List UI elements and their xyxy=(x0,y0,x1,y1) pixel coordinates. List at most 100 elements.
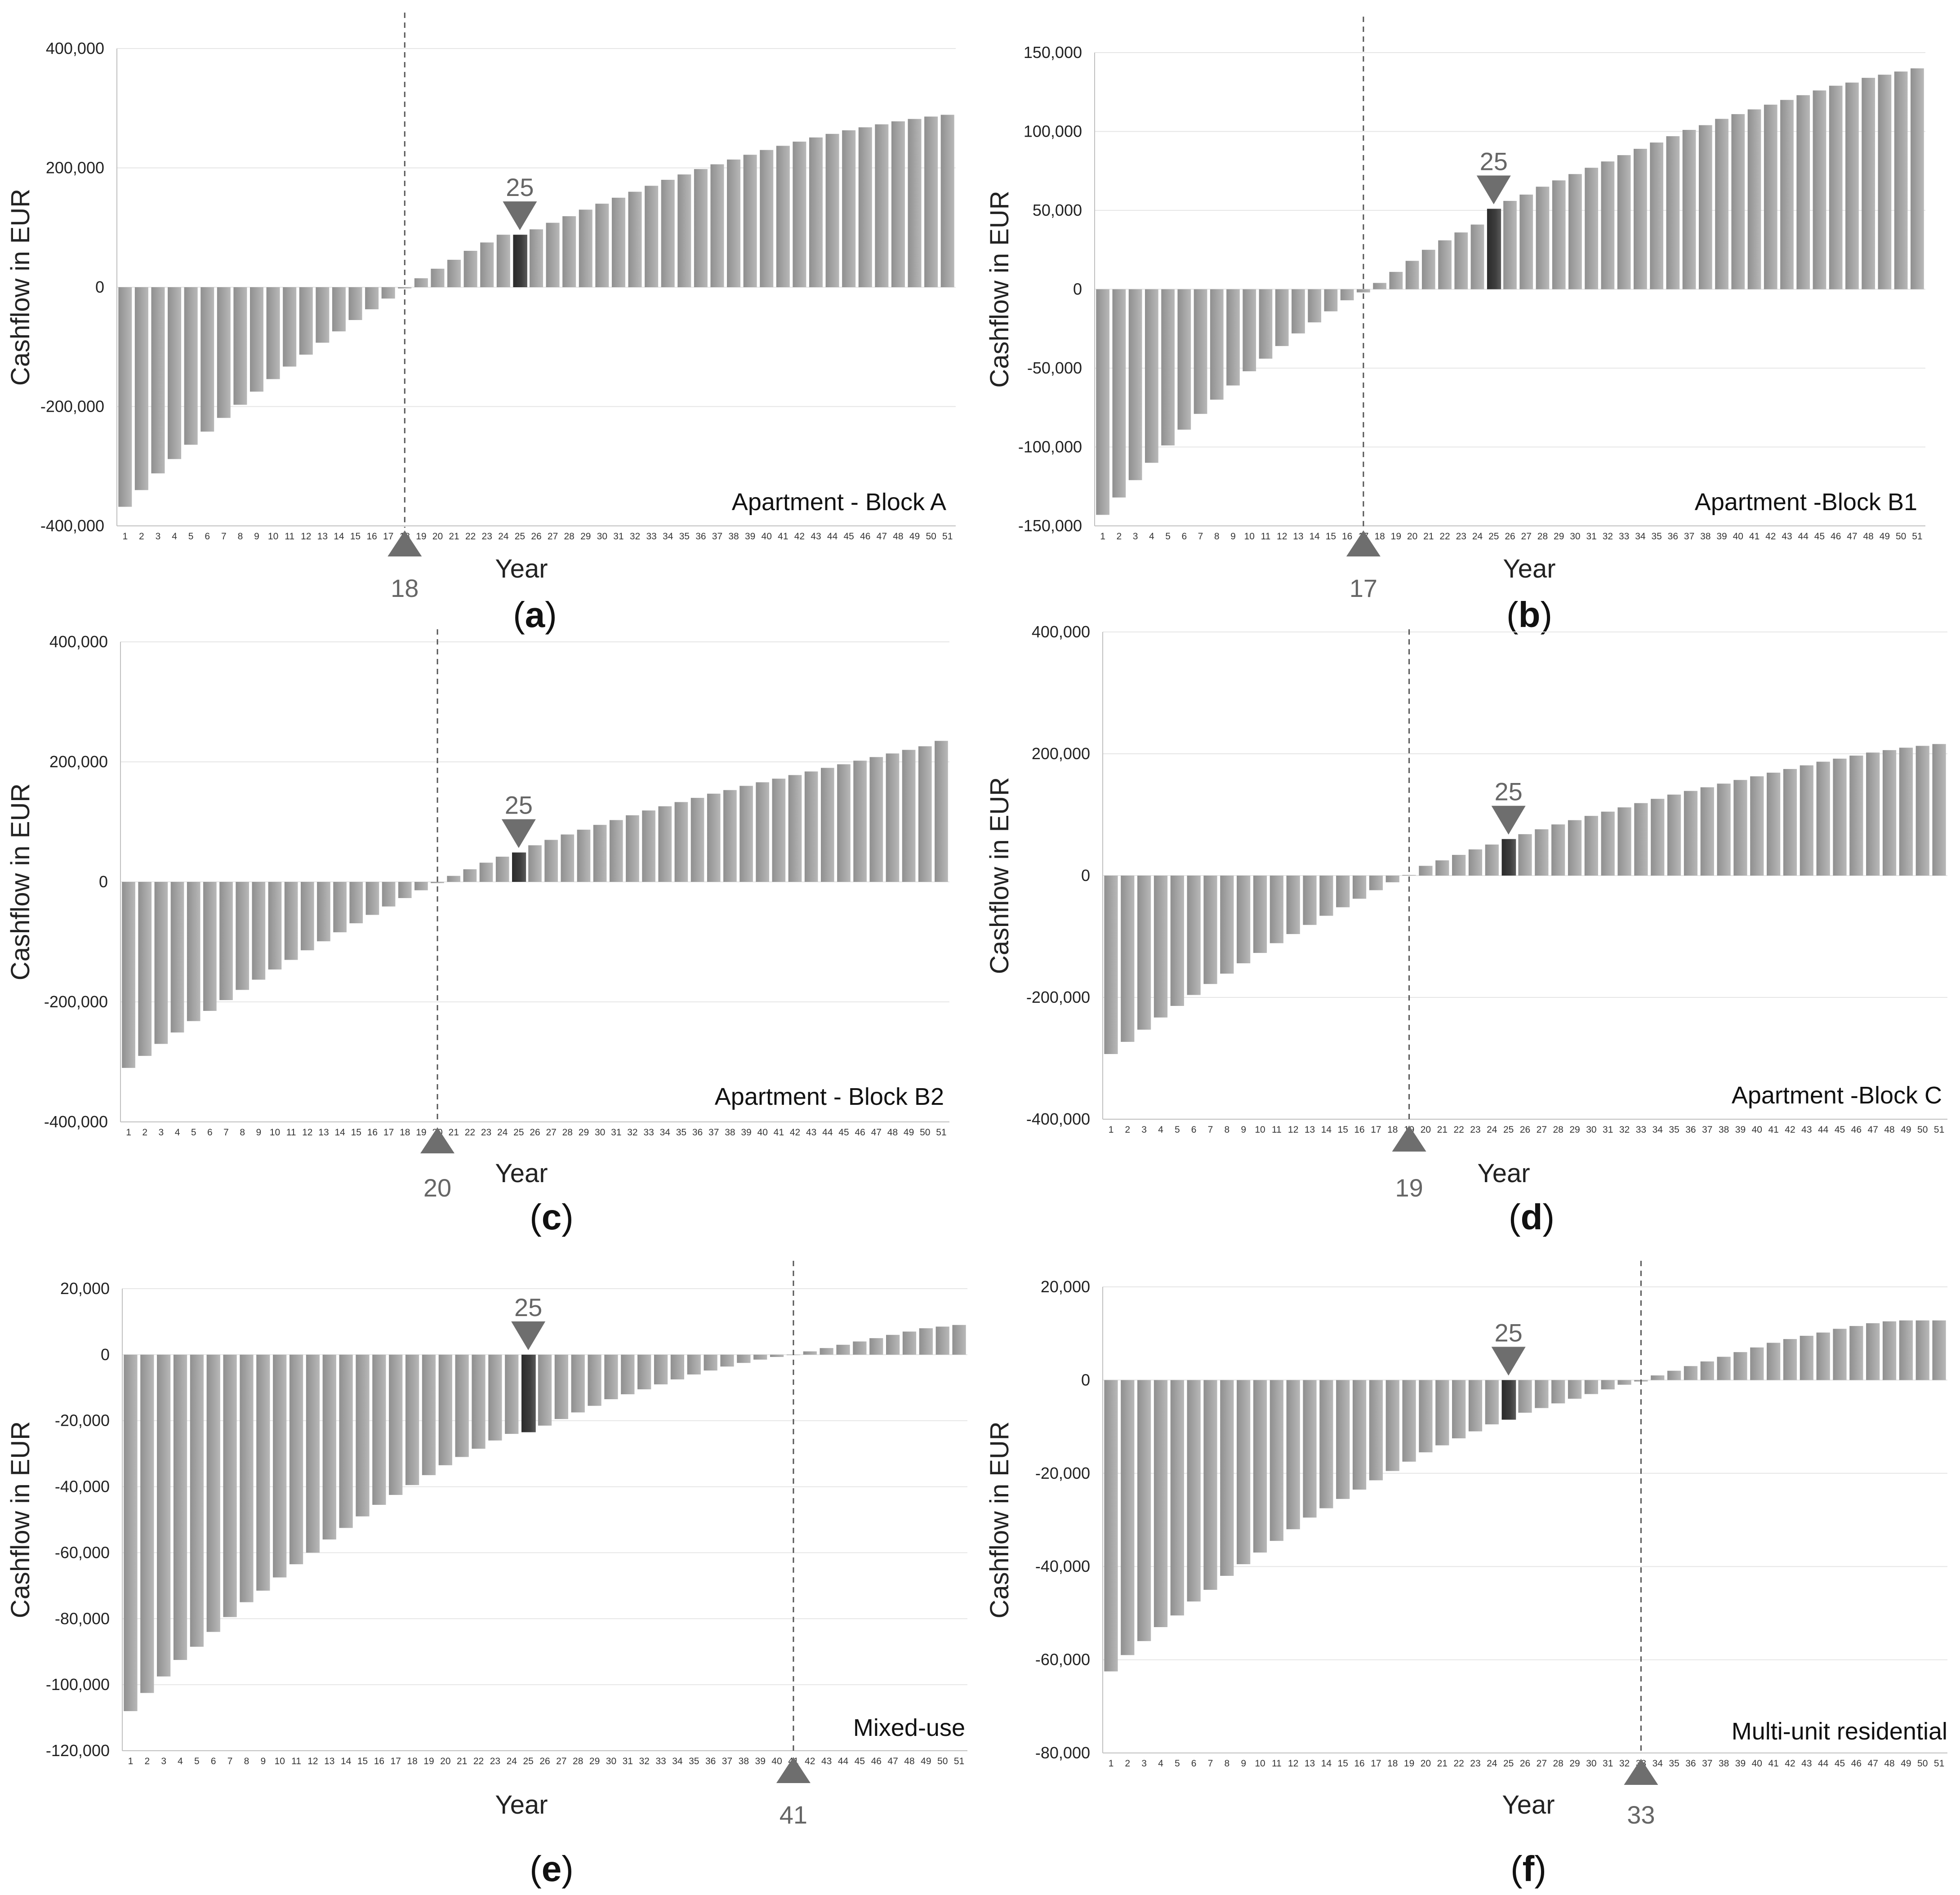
x-tick-label: 17 xyxy=(1371,1758,1381,1769)
panel-letter: (a) xyxy=(513,595,557,635)
x-tick-label: 19 xyxy=(1391,531,1401,542)
bar-year-2 xyxy=(1121,876,1135,1042)
bar-year-28 xyxy=(1536,187,1550,289)
x-tick-label: 34 xyxy=(1653,1125,1663,1135)
x-tick-label: 35 xyxy=(689,1756,699,1766)
x-tick-label: 22 xyxy=(473,1756,484,1766)
bar-year-45 xyxy=(1813,90,1826,289)
x-tick-label: 50 xyxy=(937,1756,948,1766)
bar-year-50 xyxy=(918,746,932,882)
y-tick-label: -400,000 xyxy=(44,1112,108,1131)
x-tick-label: 38 xyxy=(739,1756,749,1766)
x-tick-label: 5 xyxy=(1165,531,1171,542)
x-tick-label: 7 xyxy=(221,531,227,542)
bar-year-40 xyxy=(770,1354,784,1357)
y-tick-label: -200,000 xyxy=(1026,988,1090,1006)
x-tick-label: 31 xyxy=(613,531,624,542)
bar-year-27 xyxy=(546,222,560,287)
y-tick-label: 0 xyxy=(95,278,104,296)
x-tick-label: 27 xyxy=(1537,1125,1547,1135)
breakeven-marker-icon xyxy=(388,530,422,556)
bar-year-34 xyxy=(670,1354,685,1379)
bar-year-4 xyxy=(1154,1380,1168,1628)
bar-year-4 xyxy=(1154,876,1168,1018)
bar-year-49 xyxy=(919,1328,933,1355)
x-tick-label: 25 xyxy=(1503,1125,1514,1135)
bar-year-22 xyxy=(472,1354,486,1449)
bar-year-51 xyxy=(952,1325,966,1355)
bar-year-46 xyxy=(1829,85,1843,289)
bar-year-28 xyxy=(1551,1380,1565,1404)
x-tick-label: 40 xyxy=(757,1127,768,1138)
y-tick-label: 150,000 xyxy=(1024,43,1082,62)
bar-year-42 xyxy=(1783,769,1797,876)
x-tick-label: 7 xyxy=(1208,1758,1213,1769)
bar-year-36 xyxy=(1684,1366,1698,1380)
bar-year-42 xyxy=(1783,1339,1797,1380)
bar-year-36 xyxy=(1684,791,1698,876)
bar-year-18 xyxy=(405,1354,419,1485)
bar-year-24 xyxy=(505,1354,519,1434)
bar-year-20 xyxy=(438,1354,452,1465)
bar-year-3 xyxy=(151,287,165,474)
bar-year-9 xyxy=(252,882,266,980)
bar-year-37 xyxy=(1682,129,1696,289)
y-tick-label: -60,000 xyxy=(1035,1650,1090,1669)
bar-year-10 xyxy=(268,882,282,970)
bar-year-23 xyxy=(1454,232,1468,289)
x-tick-label: 39 xyxy=(755,1756,766,1766)
bar-year-1 xyxy=(1096,289,1109,515)
bar-year-9 xyxy=(256,1354,270,1591)
bar-year-12 xyxy=(1286,1380,1300,1530)
x-tick-label: 44 xyxy=(822,1127,833,1138)
x-tick-label: 16 xyxy=(367,1127,378,1138)
x-tick-label: 11 xyxy=(286,1127,296,1138)
bar-year-43 xyxy=(1800,1335,1813,1380)
x-tick-label: 44 xyxy=(1798,531,1809,542)
x-tick-label: 23 xyxy=(1456,531,1466,542)
bar-year-38 xyxy=(727,159,741,287)
bar-year-37 xyxy=(710,164,724,287)
x-tick-label: 49 xyxy=(1901,1125,1911,1135)
y-axis-label: Cashflow in EUR xyxy=(6,1421,35,1618)
x-tick-label: 21 xyxy=(1437,1758,1448,1769)
x-tick-label: 49 xyxy=(904,1127,914,1138)
x-tick-label: 29 xyxy=(1554,531,1564,542)
x-tick-label: 50 xyxy=(926,531,936,542)
bar-year-36 xyxy=(1666,136,1680,289)
x-axis-label: Year xyxy=(1477,1159,1530,1188)
highlight-year-label: 25 xyxy=(1480,147,1508,175)
x-tick-label: 2 xyxy=(144,1756,150,1766)
x-tick-label: 16 xyxy=(374,1756,384,1766)
x-tick-label: 18 xyxy=(1387,1125,1398,1135)
bar-year-48 xyxy=(1862,78,1875,289)
x-tick-label: 48 xyxy=(1884,1758,1894,1769)
bar-year-17 xyxy=(1369,1380,1383,1481)
x-tick-label: 22 xyxy=(465,531,476,542)
bar-year-17 xyxy=(1369,876,1383,890)
y-tick-label: 400,000 xyxy=(49,632,108,651)
x-tick-label: 37 xyxy=(1702,1125,1712,1135)
x-tick-label: 3 xyxy=(1133,531,1138,542)
bar-year-5 xyxy=(1170,1380,1184,1616)
bar-year-45 xyxy=(1833,1329,1847,1380)
bar-year-10 xyxy=(1253,876,1267,953)
bar-year-37 xyxy=(707,793,721,882)
bar-year-22 xyxy=(463,251,477,287)
bar-year-20 xyxy=(1419,1380,1433,1453)
x-tick-label: 19 xyxy=(416,1127,426,1138)
bar-year-11 xyxy=(1270,876,1283,943)
x-tick-label: 9 xyxy=(254,531,259,542)
x-tick-label: 50 xyxy=(1917,1758,1928,1769)
x-tick-label: 10 xyxy=(270,1127,280,1138)
y-tick-label: 100,000 xyxy=(1024,122,1082,141)
x-tick-label: 16 xyxy=(1354,1125,1364,1135)
bar-year-31 xyxy=(621,1354,635,1394)
x-tick-label: 38 xyxy=(1700,531,1711,542)
bar-year-26 xyxy=(1503,200,1517,289)
x-tick-label: 15 xyxy=(1338,1758,1348,1769)
bar-year-40 xyxy=(1750,776,1764,876)
bar-year-48 xyxy=(886,753,900,882)
bar-year-18 xyxy=(1373,283,1386,289)
bar-year-20 xyxy=(1405,261,1419,289)
